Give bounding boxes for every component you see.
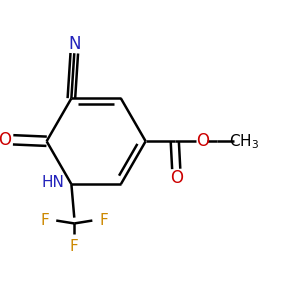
Text: F: F bbox=[70, 239, 79, 254]
Text: O: O bbox=[0, 131, 11, 149]
Text: F: F bbox=[41, 213, 50, 228]
Text: N: N bbox=[68, 35, 80, 53]
Text: O: O bbox=[196, 132, 209, 150]
Text: F: F bbox=[99, 213, 108, 228]
Text: HN: HN bbox=[41, 175, 64, 190]
Text: O: O bbox=[170, 169, 183, 187]
Text: CH$_3$: CH$_3$ bbox=[229, 132, 259, 151]
